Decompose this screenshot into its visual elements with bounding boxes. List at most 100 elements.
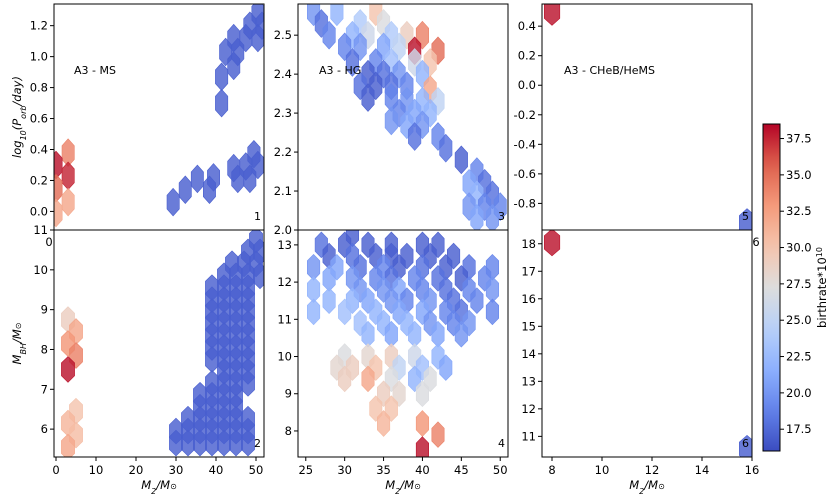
hex-cell: [454, 145, 468, 175]
panel-number: 1: [254, 210, 261, 223]
y-tick-label: 11: [33, 223, 48, 237]
colorbar-tick-label: 22.5: [786, 350, 812, 364]
hex-cell: [384, 106, 398, 136]
x-tick-label: 20: [129, 463, 144, 477]
hex-cell: [61, 433, 75, 457]
y-tick-label: 8: [285, 424, 292, 438]
hex-cell: [306, 276, 321, 303]
hex-cell: [227, 51, 241, 81]
hex-cell: [61, 356, 75, 383]
x-axis-label: M2/M⊙: [629, 478, 665, 496]
colorbar-tick-label: 35.0: [786, 168, 812, 182]
hex-cell: [415, 436, 430, 457]
y-tick-label: 8: [41, 342, 48, 356]
y-tick-label: 0.0: [518, 78, 536, 92]
y-tick-label: 13: [277, 238, 292, 252]
y-tick-label: 0.6: [30, 112, 48, 126]
hex-cell: [330, 4, 344, 27]
x-tick-label: 8: [548, 463, 555, 477]
y-tick-label: 0.4: [518, 19, 536, 33]
y-tick-label: 0.0: [30, 204, 48, 218]
hex-cell: [54, 173, 63, 203]
clipped-tick-fragment: 0: [45, 235, 52, 249]
hex-cell: [431, 421, 445, 448]
y-tick-label: 18: [521, 237, 536, 251]
y-tick-label: 10: [33, 263, 48, 277]
x-tick-label: 0: [52, 463, 59, 477]
hex-layer: [54, 4, 264, 228]
y-axis-label: log10(Porb/day): [10, 76, 28, 158]
panel-number: 6: [742, 437, 749, 450]
hex-cell: [338, 298, 352, 326]
hex-cell: [306, 253, 321, 281]
hex-cell: [241, 429, 255, 457]
x-tick-label: 10: [89, 463, 104, 477]
hex-layer: [61, 230, 264, 457]
y-tick-label: 0.2: [518, 49, 536, 63]
hex-cell: [190, 164, 204, 194]
x-tick-label: 50: [249, 463, 264, 477]
hex-layer: [306, 4, 507, 230]
panel-6: 11 12 13 14 15 16 17 18 8 10 12 14 16 6 M2/M⊙: [521, 229, 759, 496]
panel-number: 3: [498, 210, 505, 223]
x-tick-label: 25: [298, 463, 313, 477]
colorbar-label: birthrate*1010: [815, 247, 830, 328]
hex-cell: [361, 83, 375, 112]
hex-cell: [61, 187, 75, 217]
y-tick-label: 1.0: [30, 50, 48, 64]
panel-annotation: A3 - CHeB/HeMS: [564, 64, 655, 77]
hex-cell: [470, 203, 484, 230]
colorbar-tick-label: 32.5: [786, 204, 812, 218]
y-tick-label: 12: [521, 402, 536, 416]
colorbar: 17.5 20.0 22.5 25.0 27.5 30.0 32.5 35.0 37.5 birt…: [762, 123, 830, 452]
y-tick-label: 16: [521, 292, 536, 306]
hex-cell: [203, 175, 216, 204]
x-tick-label: 14: [695, 463, 710, 477]
hex-cell: [415, 380, 430, 408]
panel-frame: [541, 3, 753, 231]
hex-cell: [376, 410, 391, 437]
y-tick-label: 17: [521, 264, 536, 278]
hex-cell: [439, 133, 453, 163]
x-tick-label: 12: [645, 463, 660, 477]
panel-3: 2.0 2.1 2.2 2.3 2.4 2.5 A3 - HG 3: [274, 3, 509, 237]
hex-cell: [215, 62, 229, 91]
y-tick-label: 7: [41, 382, 48, 396]
panel-annotation: A3 - HG: [319, 64, 361, 77]
y-tick-label: 15: [521, 319, 536, 333]
hex-layer: [543, 4, 752, 230]
colorbar-tick-label: 20.0: [786, 386, 812, 400]
y-tick-label: 14: [521, 347, 536, 361]
panel-frame: [541, 229, 753, 458]
y-tick-label: 9: [285, 387, 292, 401]
hex-cell: [485, 298, 500, 326]
y-tick-label: 0.2: [30, 173, 48, 187]
panel-number: 2: [254, 437, 261, 450]
y-tick-label: 9: [41, 303, 48, 317]
panel-frame: [53, 229, 265, 458]
y-tick-label: 2.0: [274, 223, 292, 237]
hex-cell: [54, 198, 63, 228]
y-tick-label: 10: [277, 350, 292, 364]
y-tick-label: -0.2: [514, 108, 536, 122]
y-tick-label: 2.4: [274, 67, 292, 81]
x-tick-label: 16: [745, 463, 760, 477]
colorbar-tick-label: 27.5: [786, 277, 812, 291]
hex-cell: [306, 298, 321, 326]
y-axis-label: MBH/M⊙: [10, 323, 28, 365]
hex-cell: [251, 23, 264, 53]
y-tick-label: 13: [521, 374, 536, 388]
hex-cell: [454, 320, 468, 348]
colorbar-tick-label: 30.0: [786, 241, 812, 255]
hex-cell: [408, 122, 422, 151]
y-tick-label: -0.4: [514, 137, 536, 151]
panel-frame: [297, 229, 509, 458]
x-tick-label: 45: [454, 463, 469, 477]
y-tick-label: 2.3: [274, 106, 292, 120]
panel-number: 4: [498, 437, 505, 450]
x-axis-label: M2/M⊙: [385, 478, 421, 496]
y-tick-label: 0.4: [30, 143, 48, 157]
panel-number: 5: [742, 210, 749, 223]
